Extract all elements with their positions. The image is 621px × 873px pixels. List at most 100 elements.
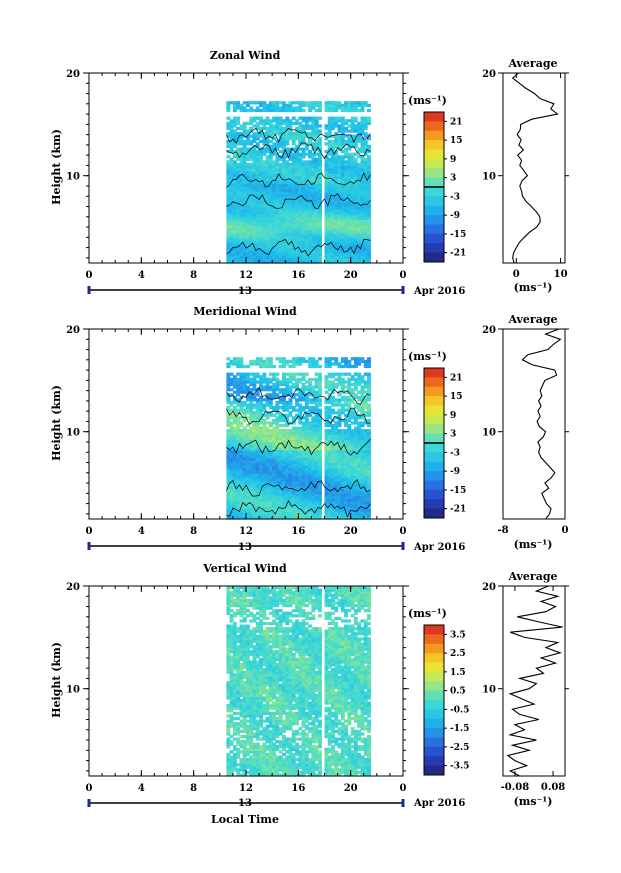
profile-line [511,72,559,264]
heatmap-cell [255,150,260,154]
heatmap-cell [337,216,342,220]
heatmap-cell [255,416,260,420]
heatmap-cell [314,255,319,259]
heatmap-cell [229,403,234,407]
heatmap-cell [304,439,309,443]
heatmap-cell [239,242,244,246]
heatmap-cell [249,186,254,190]
heatmap-cell [360,485,365,489]
heatmap-cell [246,232,250,236]
heatmap-cell [265,454,270,458]
heatmap-cell [275,424,280,428]
heatmap-cell [275,170,280,174]
heatmap-cell [298,129,303,133]
heatmap-cell [357,357,362,361]
heatmap-cell [324,377,329,381]
heatmap-cell [304,488,309,492]
heatmap-cell [268,160,273,164]
heatmap-cell [367,406,371,410]
heatmap-cell [344,439,348,443]
heatmap-cell [340,206,345,210]
heatmap-cell [252,436,257,440]
heatmap-cell [298,260,303,264]
heatmap-cell [268,516,273,520]
heatmap-cell [282,483,286,487]
heatmap-cell [226,144,231,149]
heatmap-cell [331,465,335,469]
heatmap-cell [334,191,339,195]
heatmap-cell [252,372,257,376]
heatmap-cell [367,470,371,474]
heatmap-cell [288,214,293,218]
heatmap-cell [285,191,290,195]
heatmap-cell [360,142,365,146]
heatmap-cell [331,211,335,215]
heatmap-cell [318,485,322,489]
heatmap-cell [301,203,306,208]
heatmap-cell [295,108,299,113]
heatmap-cell [226,434,231,438]
heatmap-cell [311,232,316,236]
heatmap-cell [353,490,358,494]
heatmap-cell [353,160,358,164]
heatmap-cell [291,490,296,494]
heatmap-cell [363,183,368,187]
heatmap-cell [314,173,319,177]
heatmap-cell [262,260,267,264]
heatmap-cell [252,144,257,149]
heatmap-cell [327,385,332,389]
heatmap-cell [295,408,299,412]
heatmap-cell [255,372,260,376]
heatmap-cell [285,436,290,440]
heatmap-cell [272,388,277,392]
heatmap-cell [347,408,352,412]
heatmap-cell [311,144,316,149]
heatmap-cell [350,206,355,210]
heatmap-cell [324,193,329,197]
heatmap-cell [360,385,365,389]
heatmap-cell [350,139,355,143]
heatmap-cell [242,106,247,110]
heatmap-cell [259,498,263,502]
heatmap-cell [344,465,348,469]
heatmap-cell [236,227,241,231]
heatmap-cell [327,232,332,236]
heatmap-cell [265,434,270,438]
heatmap-cell [324,508,329,512]
heatmap-cell [301,242,306,246]
heatmap-cell [318,209,322,213]
heatmap-cell [268,490,273,494]
heatmap-cell [288,178,293,182]
heatmap-cell [357,183,362,187]
heatmap-cell [262,413,267,417]
heatmap-cell [262,196,267,200]
heatmap-cell [301,439,306,443]
heatmap-cell [295,501,299,505]
heatmap-cell [272,364,277,369]
heatmap-cell [272,147,277,151]
heatmap-cell [340,224,345,228]
heatmap-cell [249,488,254,492]
heatmap-cell [236,431,241,435]
heatmap-cell [268,206,273,210]
heatmap-cell [226,498,231,502]
heatmap-cell [301,232,306,236]
heatmap-cell [239,193,244,197]
heatmap-cell [367,462,371,466]
heatmap-cell [298,449,303,453]
heatmap-cell [259,257,263,262]
heatmap-cell [324,444,329,448]
heatmap-cell [350,462,355,466]
heatmap-cell [288,219,293,223]
heatmap-cell [249,431,254,435]
heatmap-cell [246,219,250,223]
heatmap-cell [285,245,290,249]
heatmap-cell [304,508,309,512]
heatmap-cell [340,480,345,484]
heatmap-cell [331,362,335,366]
heatmap-cell [236,178,241,182]
heatmap-cell [337,493,342,497]
heatmap-cell [311,255,316,259]
heatmap-cell [318,483,322,487]
heatmap-cell [353,116,358,120]
